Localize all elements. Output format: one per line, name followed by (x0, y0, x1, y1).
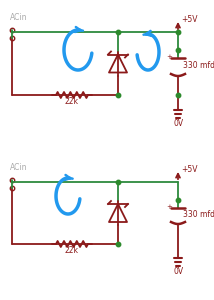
Text: 22k: 22k (65, 246, 79, 255)
Text: +: + (166, 204, 172, 210)
Text: 0V: 0V (174, 267, 184, 276)
Text: 330 mfd: 330 mfd (183, 61, 214, 70)
Text: +5V: +5V (181, 165, 198, 174)
Text: +5V: +5V (181, 15, 198, 24)
Text: 22k: 22k (65, 97, 79, 106)
Text: ACin: ACin (10, 13, 28, 22)
Text: 0V: 0V (174, 119, 184, 128)
Text: +: + (166, 54, 172, 60)
Text: 330 mfd: 330 mfd (183, 210, 214, 219)
Text: ACin: ACin (10, 163, 28, 172)
